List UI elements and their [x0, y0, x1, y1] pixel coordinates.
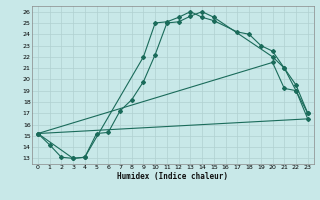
- X-axis label: Humidex (Indice chaleur): Humidex (Indice chaleur): [117, 172, 228, 181]
